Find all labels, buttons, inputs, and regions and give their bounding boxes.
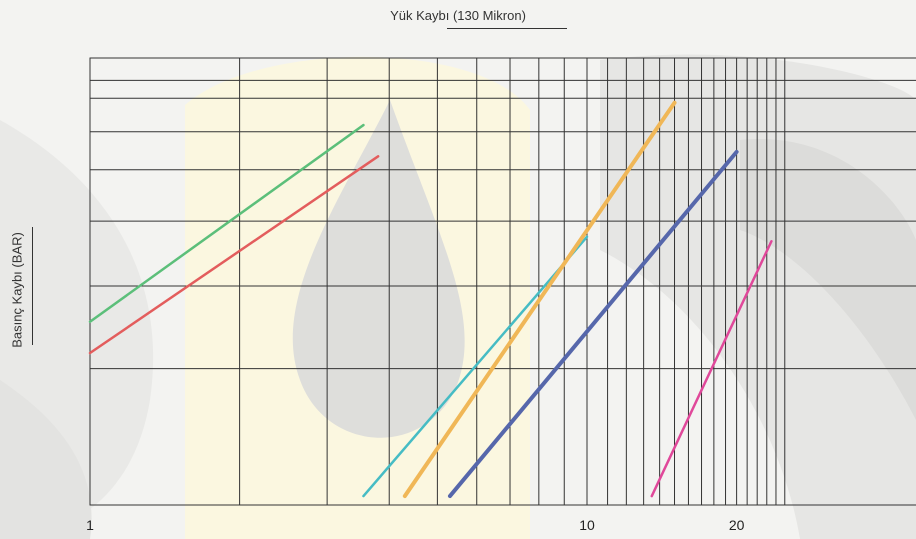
- chart-title: Yük Kaybı (130 Mikron): [390, 8, 526, 23]
- x-tick-label: 1: [86, 517, 94, 533]
- background-leaf-left-lower: [0, 380, 92, 539]
- background-swoosh-right-dark: [740, 139, 916, 420]
- series-line-6: [650, 240, 773, 498]
- series-line-5: [447, 149, 739, 499]
- x-tick-label: 10: [579, 517, 595, 533]
- series-line-3: [362, 235, 589, 498]
- series-lines: [88, 100, 773, 499]
- series-line-4: [402, 100, 677, 499]
- grid: [89, 57, 916, 506]
- y-label-underline: [32, 227, 33, 345]
- series-line-2: [88, 155, 380, 355]
- title-underline: [447, 28, 567, 29]
- background-drop-shape: [292, 100, 465, 438]
- x-tick-label: 20: [728, 517, 745, 533]
- series-line-1: [88, 123, 365, 323]
